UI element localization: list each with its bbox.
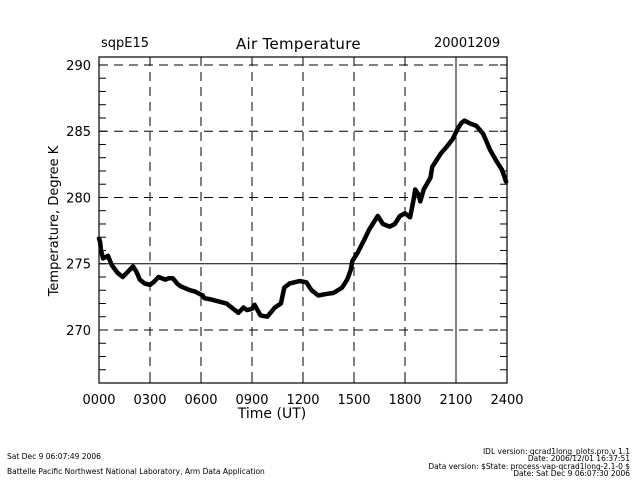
x-tick-label: 0900: [235, 393, 268, 408]
footer-data-date: Date: Sat Dec 9 06:07:30 2006: [513, 469, 630, 478]
x-tick-label: 2100: [439, 393, 472, 408]
x-tick-label: 1200: [286, 393, 319, 408]
gridlines: [99, 57, 507, 383]
footer-idl-date: Date: 2006/12/01 16:37:51: [527, 454, 630, 463]
date-label: 20001209: [434, 36, 501, 51]
footer-credit: Battelle Pacific Northwest National Labo…: [7, 467, 265, 476]
x-tick-label: 0300: [133, 393, 166, 408]
y-tick-label: 290: [66, 59, 91, 74]
x-tick-labels: 0000 0300 0600 0900 1200 1500 1800 2100 2400: [82, 393, 523, 408]
chart-title: Air Temperature: [236, 35, 361, 53]
x-tick-label: 1800: [388, 393, 421, 408]
series-line-air-temperature: [96, 118, 509, 319]
plot-frame: [98, 56, 508, 384]
x-tick-label: 0600: [184, 393, 217, 408]
x-tick-label: 1500: [337, 393, 370, 408]
y-tick-label: 275: [66, 258, 91, 273]
y-tick-label: 280: [66, 191, 91, 206]
footer-idl-version: IDL version: qcrad1long_plots.pro,v 1.1: [482, 447, 630, 456]
x-axis-label: Time (UT): [237, 406, 306, 422]
x-tick-label: 2400: [490, 393, 523, 408]
y-tick-label: 285: [66, 125, 91, 140]
footer-data-version: Data version: $State: process-vap-qcrad1…: [428, 462, 630, 471]
x-tick-label: 0000: [82, 393, 115, 408]
y-axis-label: Temperature, Degree K: [47, 145, 62, 297]
site-label: sqpE15: [101, 36, 150, 51]
footer-timestamp: Sat Dec 9 06:07:49 2006: [7, 452, 101, 461]
y-tick-label: 270: [66, 324, 91, 339]
y-tick-labels: 270 275 280 285 290: [66, 59, 91, 339]
